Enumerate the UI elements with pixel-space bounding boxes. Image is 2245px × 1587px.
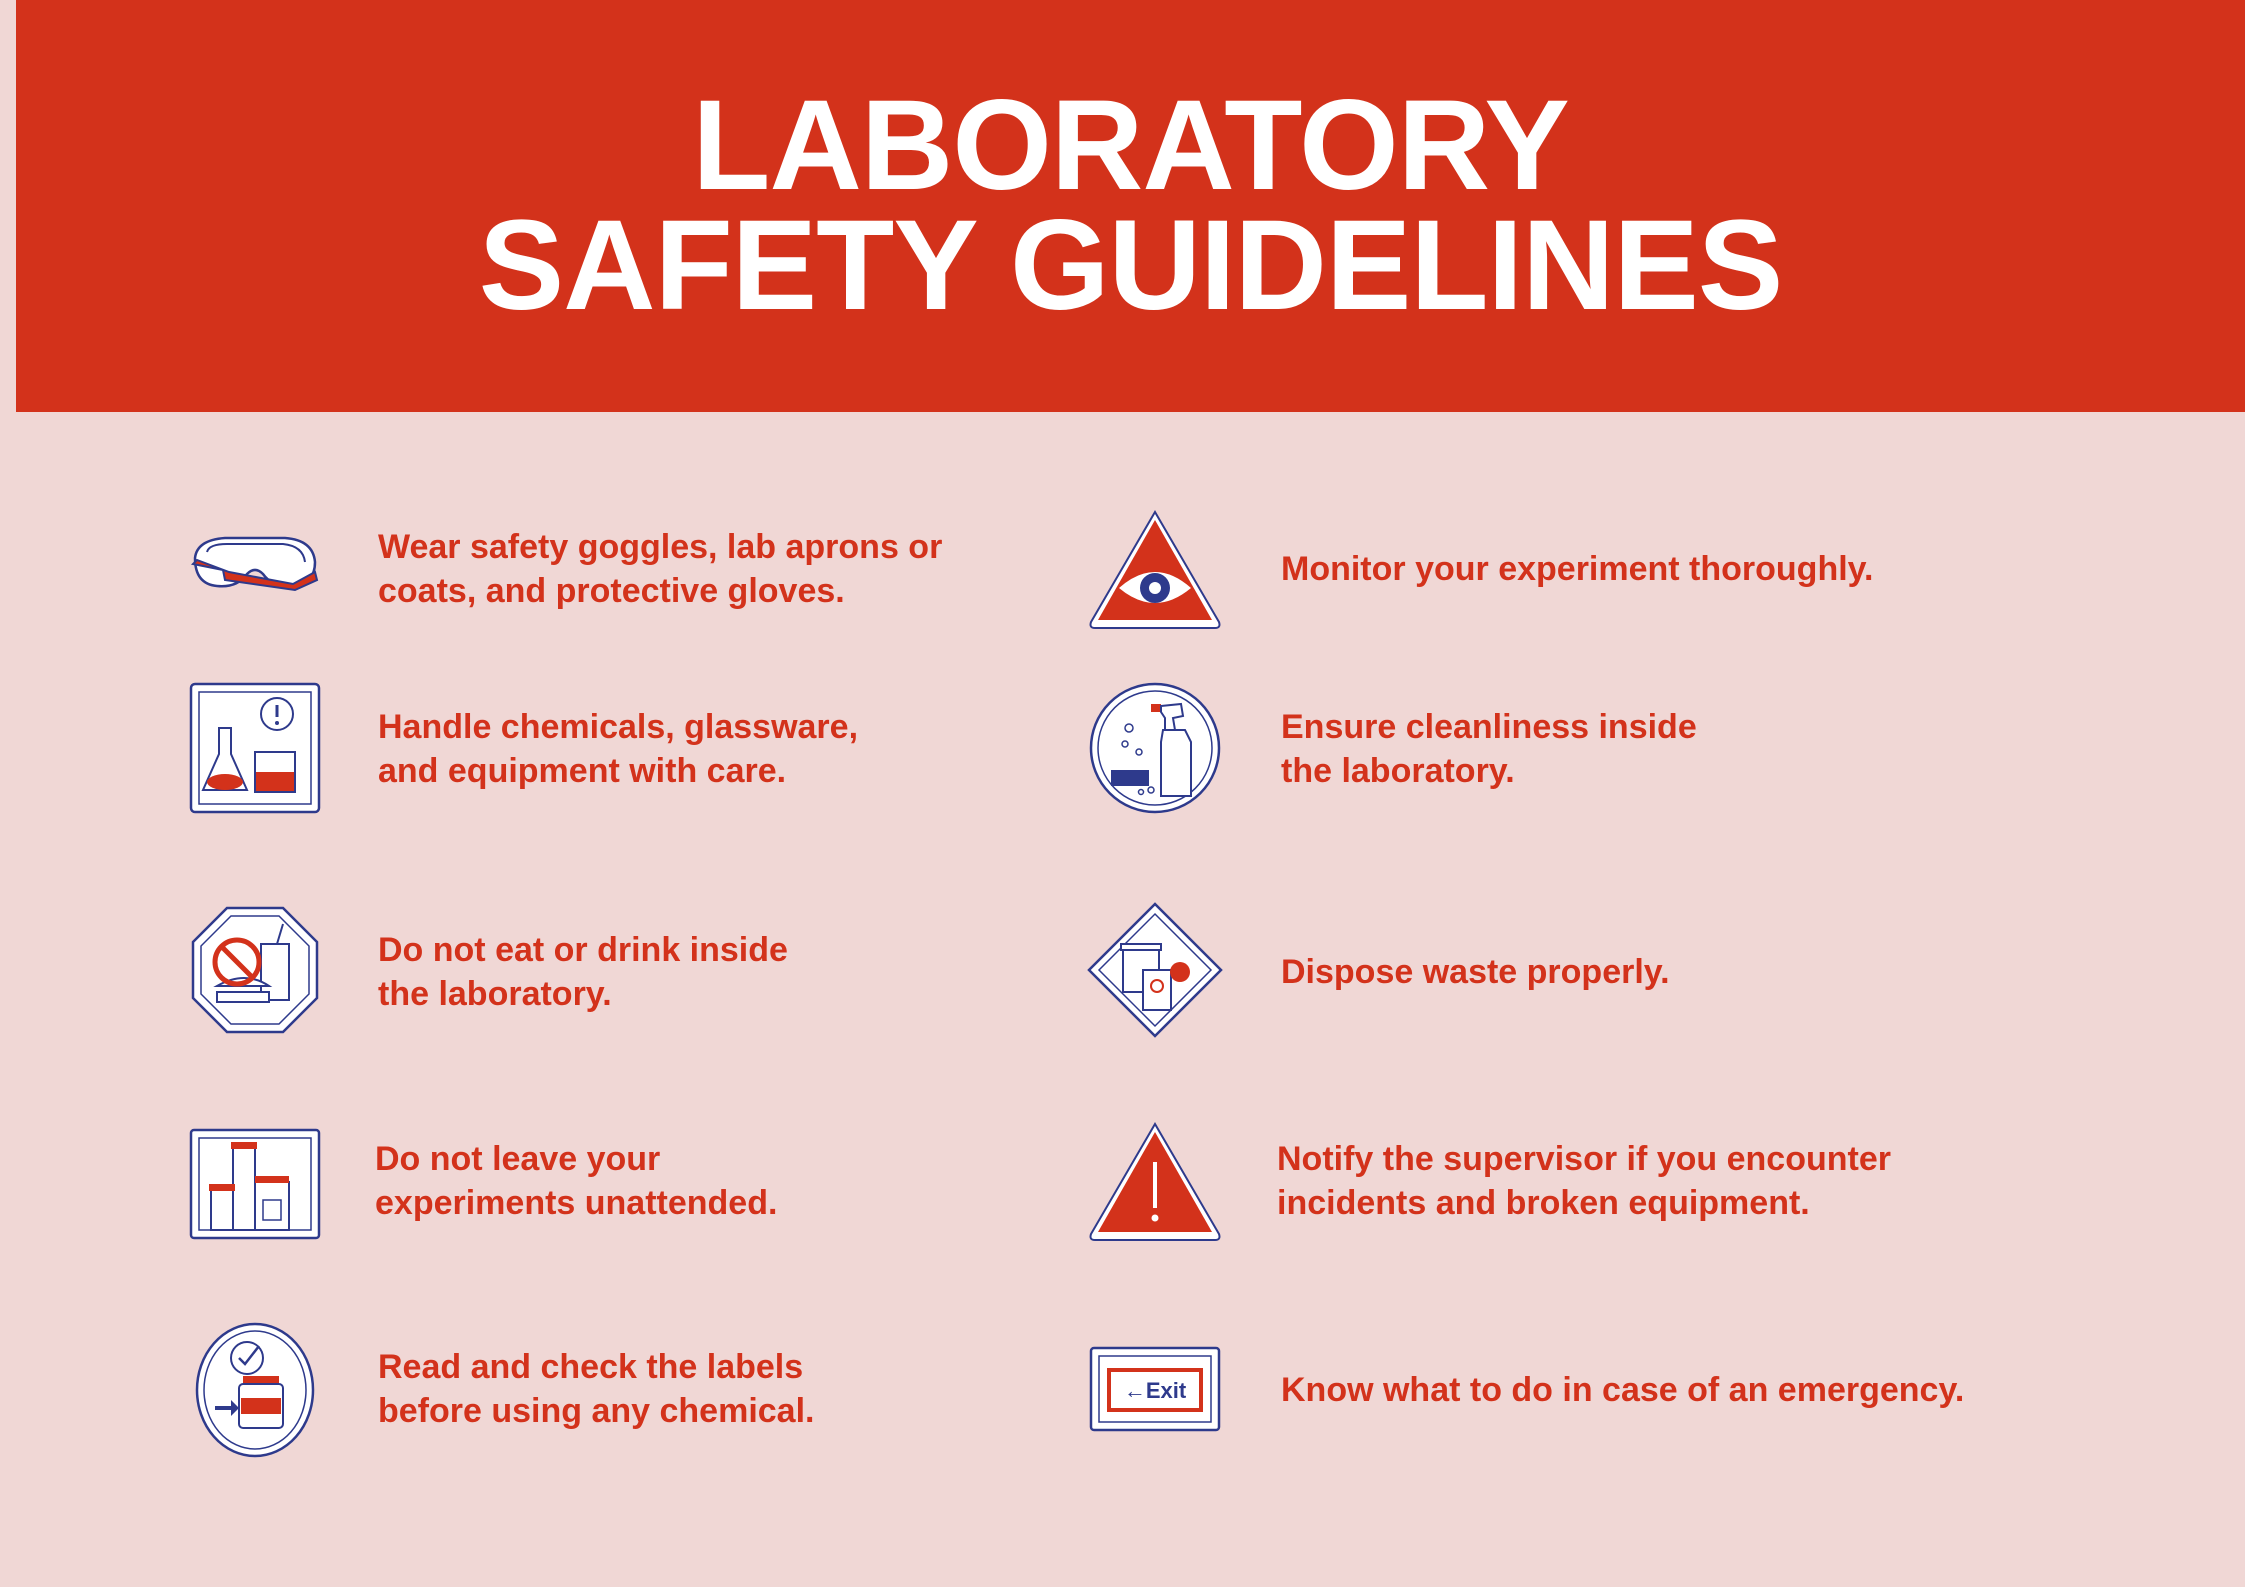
glassware-icon xyxy=(185,678,325,818)
guideline-text-5: Read and check the labels before using a… xyxy=(378,1348,815,1430)
guideline-text-9: Notify the supervisor if you encounter i… xyxy=(1277,1140,1891,1222)
guideline-text-6: Monitor your experiment thoroughly. xyxy=(1281,550,1874,588)
svg-text:←Exit: ←Exit xyxy=(1124,1378,1187,1403)
no-food-icon xyxy=(185,900,325,1040)
exit-sign-icon: ←Exit xyxy=(1085,1320,1225,1460)
guideline-text-8: Dispose waste properly. xyxy=(1281,953,1670,991)
guideline-text-10: Know what to do in case of an emergency. xyxy=(1281,1371,1965,1409)
exclamation-warning-icon xyxy=(1085,1112,1225,1252)
page-title-line-2: SAFETY GUIDELINES xyxy=(478,194,1783,337)
waste-disposal-icon xyxy=(1085,900,1225,1040)
label-check-icon xyxy=(185,1320,325,1460)
guideline-text-4: Do not leave your experiments unattended… xyxy=(375,1140,778,1222)
eye-warning-icon xyxy=(1085,500,1225,640)
header-banner: LABORATORY SAFETY GUIDELINES xyxy=(16,0,2245,412)
page-title-line-1: LABORATORY xyxy=(692,74,1569,217)
guideline-text-1: Wear safety goggles, lab aprons or coats… xyxy=(378,528,943,610)
guideline-text-2: Handle chemicals, glassware, and equipme… xyxy=(378,708,859,790)
unattended-bottles-icon xyxy=(185,1112,325,1252)
cleaning-spray-icon xyxy=(1085,678,1225,818)
guideline-text-7: Ensure cleanliness inside the laboratory… xyxy=(1281,708,1697,790)
guideline-text-3: Do not eat or drink inside the laborator… xyxy=(378,931,788,1013)
goggles-icon xyxy=(185,500,325,640)
